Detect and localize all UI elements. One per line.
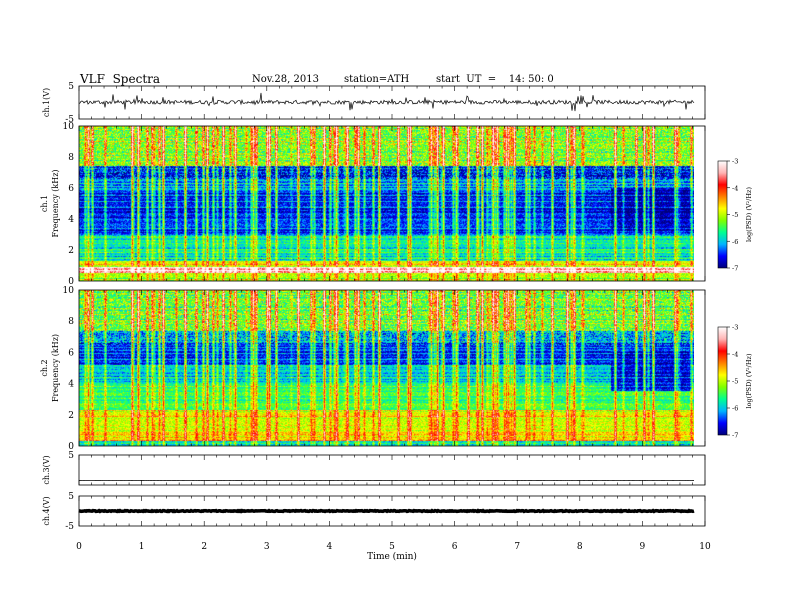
y-tick-label: -5: [65, 522, 74, 532]
waveform-ch1v: [78, 92, 695, 112]
y-tick-label: 5: [68, 492, 74, 502]
colorbar-label: log(PSD) (V²/Hz): [745, 353, 753, 408]
colorbar-tick-label: -6: [732, 238, 738, 246]
y-axis-label: ch.1(V): [42, 88, 51, 117]
y-tick-label: 4: [68, 380, 74, 390]
spectrogram-ch1: [79, 126, 694, 281]
y-tick-label: 8: [68, 153, 74, 163]
colorbar-ch2: [717, 326, 728, 436]
y-tick-label: 2: [68, 246, 74, 256]
x-tick-label: 6: [452, 542, 458, 552]
y-tick-label: 10: [63, 122, 75, 132]
x-axis-label: Time (min): [367, 551, 417, 562]
x-tick-label: 4: [327, 542, 333, 552]
y-tick-label: -5: [65, 115, 74, 125]
figure-title: VLF Spectra: [80, 72, 161, 86]
colorbar-tick-label: -7: [732, 432, 738, 440]
colorbar-tick-label: -5: [732, 378, 738, 386]
y-tick-label: 0: [68, 442, 74, 452]
colorbar-label: log(PSD) (V²/Hz): [745, 187, 753, 242]
y-tick-label: 0: [68, 277, 74, 287]
y-axis-label: ch.3(V): [42, 455, 51, 484]
x-tick-label: 8: [577, 542, 583, 552]
station-label: station=ATH: [344, 74, 410, 85]
x-tick-label: 9: [640, 542, 646, 552]
y-axis-label: ch.4(V): [42, 496, 51, 525]
x-tick-label: 0: [76, 542, 82, 552]
waveform-ch4v: [78, 508, 695, 514]
y-tick-label: 4: [68, 215, 74, 225]
x-tick-label: 7: [514, 542, 520, 552]
y-tick-label: 6: [68, 348, 74, 358]
colorbar-ch1: [717, 160, 728, 269]
y-tick-label: 10: [63, 286, 75, 296]
colorbar-tick-label: -3: [732, 324, 738, 332]
start-time-label: start UT = 14: 50: 0: [436, 74, 554, 85]
y-tick-label: 2: [68, 411, 74, 421]
colorbar-tick-label: -3: [732, 158, 738, 166]
axes: [78, 85, 730, 527]
x-tick-label: 2: [201, 542, 207, 552]
y-tick-label: 6: [68, 184, 74, 194]
colorbar-tick-label: -4: [732, 184, 738, 192]
y-axis-label: Frequency (kHz): [51, 334, 60, 402]
axis-text: 5 -5 ch.1(V) -3 -4 -5 -6 -7 log(PSD) (V²/Hz) 0 2 4 6…: [40, 82, 753, 562]
channel-label: ch.2: [40, 359, 49, 376]
y-tick-label: 5: [68, 82, 74, 92]
colorbar-tick-label: -4: [732, 351, 738, 359]
channel-label: ch.1: [40, 195, 49, 212]
y-tick-label: 5: [68, 451, 74, 461]
x-tick-label: 1: [139, 542, 145, 552]
y-tick-label: 8: [68, 317, 74, 327]
x-tick-label: 3: [264, 542, 270, 552]
colorbar-tick-label: -5: [732, 211, 738, 219]
date-label: Nov.28, 2013: [252, 74, 319, 85]
colorbar-tick-label: -6: [732, 405, 738, 413]
spectrogram-ch2: [79, 290, 694, 446]
x-tick-label: 5: [389, 542, 395, 552]
waveform-lines: [78, 92, 695, 514]
y-axis-label: Frequency (kHz): [51, 169, 60, 237]
x-tick-label: 10: [699, 542, 711, 552]
colorbar-tick-label: -7: [732, 265, 738, 273]
spectrogram-images: [79, 126, 694, 446]
